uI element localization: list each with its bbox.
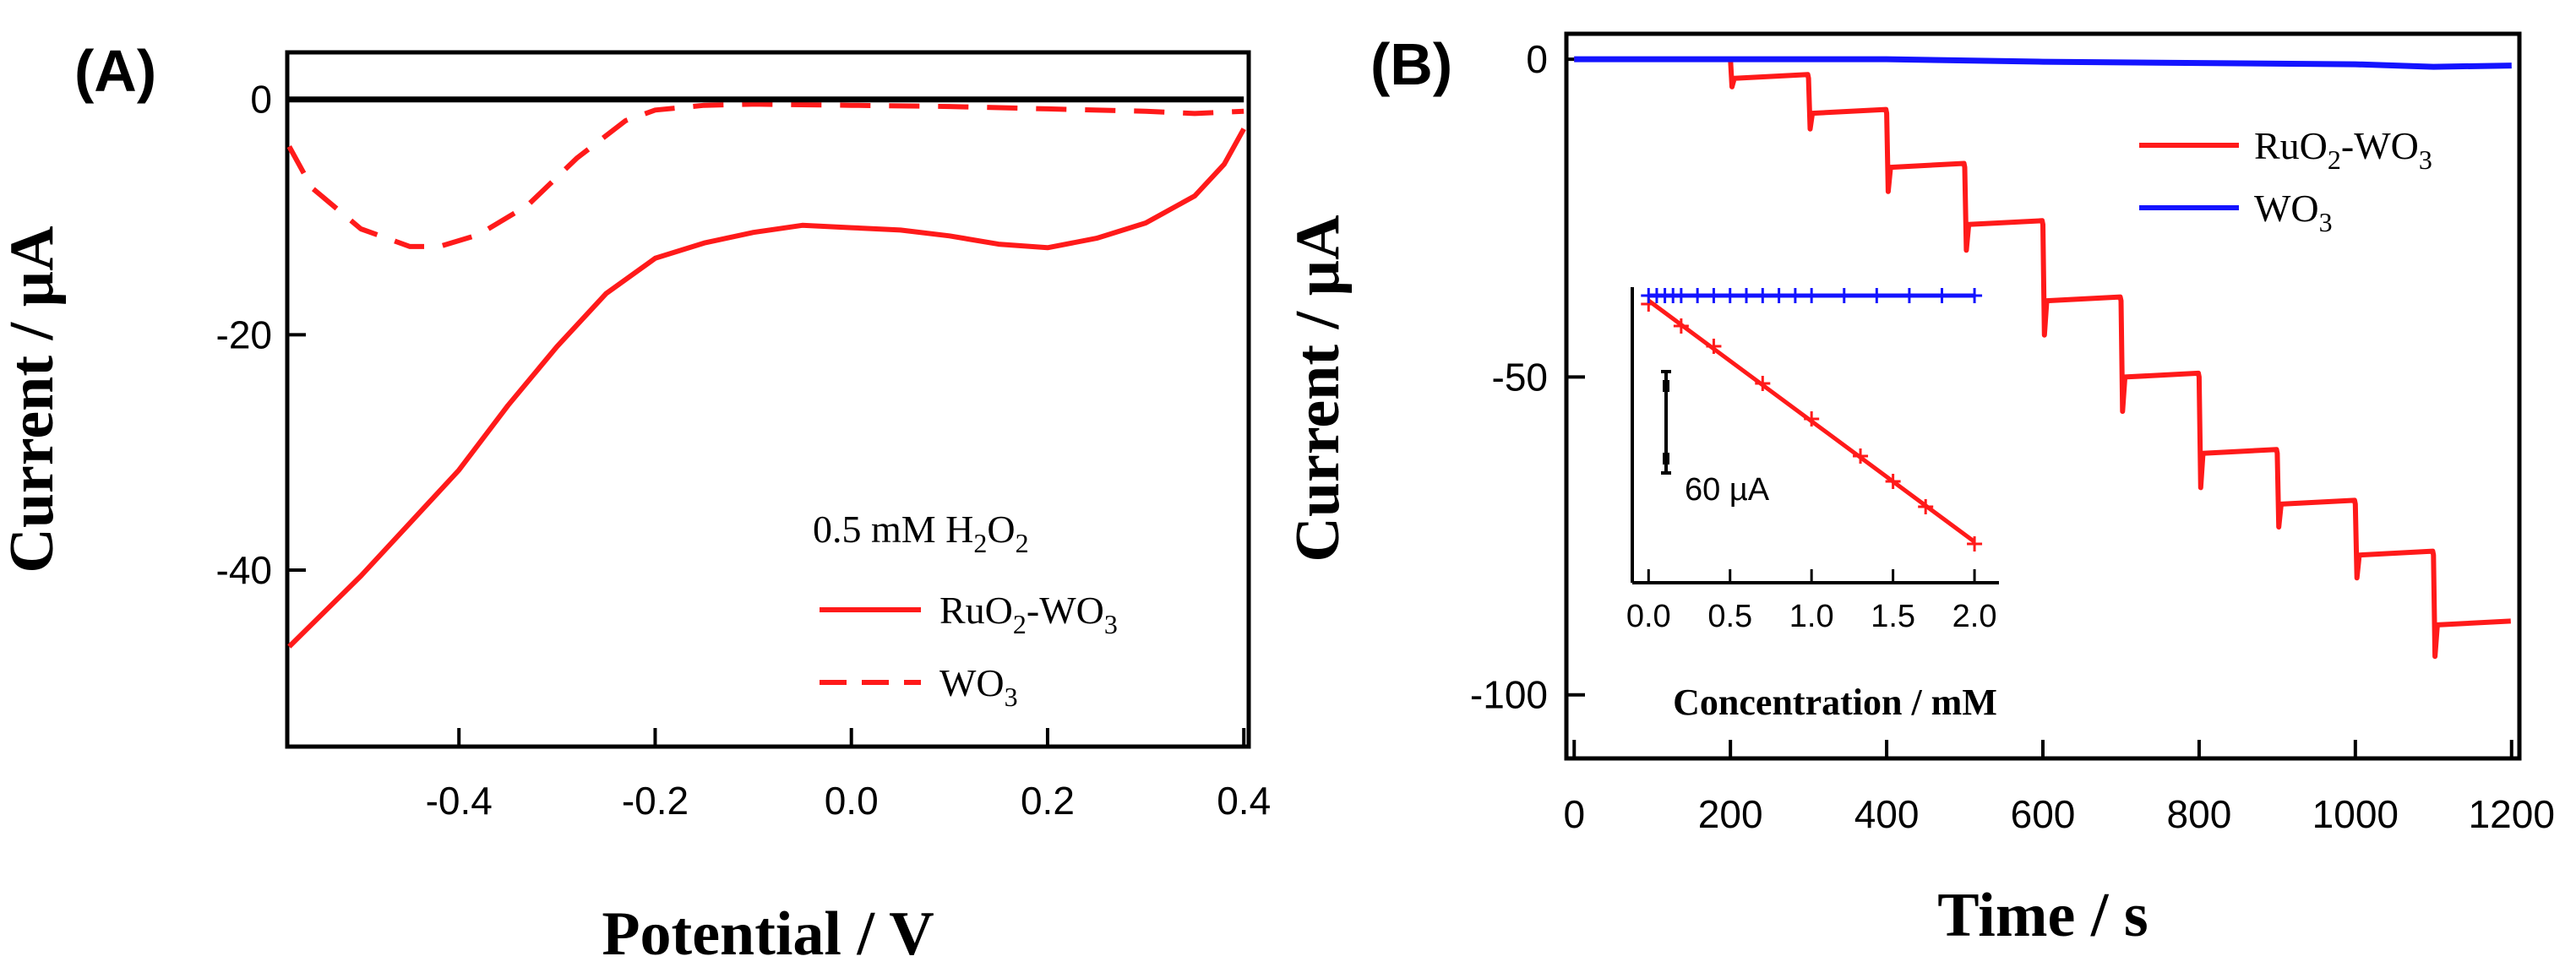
inset-point-ruo2-wo3 (1967, 536, 1983, 551)
panel-b-ylabel: Current / µA (1283, 215, 1353, 562)
inset-scale-bar-marker (1663, 380, 1669, 392)
inset-scale-bar-label: 60 µA (1685, 472, 1770, 508)
panel-a-series (286, 96, 1246, 649)
panel-b-xtick-label: 800 (2167, 792, 2232, 836)
inset-point-ruo2-wo3 (1804, 411, 1820, 427)
panel-b-xlabel: Time / s (1937, 881, 2148, 950)
inset-point-ruo2-wo3 (1755, 376, 1771, 391)
panel-b-ytick-label: 0 (1526, 37, 1548, 81)
inset-xtick-label: 2.0 (1952, 599, 1997, 634)
panel-a-frame (285, 50, 1251, 749)
inset-xtick-label: 1.0 (1789, 599, 1834, 634)
legend-label-b-ruo2-wo3: RuO2-WO3 (2254, 124, 2432, 175)
inset-point-ruo2-wo3 (1673, 318, 1689, 334)
panel-b-label: (B) (1370, 31, 1452, 97)
inset-point-wo3 (1869, 288, 1885, 303)
panel-b-ytick-label: -50 (1492, 355, 1548, 399)
inset-point-wo3 (1787, 288, 1803, 303)
panel-a-ytick-label: -40 (216, 548, 272, 592)
panel-b-inset: 0.0 0.5 1.0 1.5 2.0 Concentration / mM 6… (1626, 287, 1999, 723)
panel-a-xlabel: Potential / V (602, 899, 934, 969)
inset-point-wo3 (1836, 288, 1852, 303)
inset-point-ruo2-wo3 (1918, 499, 1934, 514)
panel-a-xtick-label: -0.2 (622, 779, 689, 823)
inset-xtick-label: 0.0 (1626, 599, 1671, 634)
panel-b-xtick-label: 0 (1563, 792, 1585, 836)
inset-point-wo3 (1673, 288, 1689, 303)
inset-scale-bar-marker (1663, 453, 1669, 465)
inset-point-wo3 (1706, 288, 1722, 303)
legend-label-b-wo3: WO3 (2254, 187, 2333, 237)
panel-b-xtick-label: 600 (2011, 792, 2076, 836)
legend-label-wo3: WO3 (939, 661, 1018, 712)
inset-point-wo3 (1934, 288, 1950, 303)
inset-xtick-label: 1.5 (1871, 599, 1915, 634)
panel-b: (B) 0 -50 -100 0 200 400 600 800 1000 12… (1283, 31, 2555, 950)
panel-b-series (1574, 56, 2512, 660)
panel-b-ytick-label: -100 (1470, 673, 1548, 717)
panel-a-ticks (287, 97, 1246, 747)
legend-label-ruo2-wo3: RuO2-WO3 (939, 589, 1118, 639)
series-line-ruo2-wo3 (287, 128, 1246, 649)
panel-a-label: (A) (74, 38, 156, 104)
inset-series (1641, 288, 1983, 551)
panel-a-ylabel: Current / µA (0, 225, 67, 573)
inset-xtick-label: 0.5 (1707, 599, 1752, 634)
panel-a-legend: 0.5 mM H2O2 RuO2-WO3 WO3 (813, 508, 1118, 712)
legend-title: 0.5 mM H2O2 (813, 508, 1029, 558)
panel-a-ytick-label: 0 (250, 78, 272, 122)
inset-point-wo3 (1804, 288, 1820, 303)
panel-a-xtick-label: -0.4 (426, 779, 493, 823)
panel-b-xtick-label: 200 (1698, 792, 1763, 836)
inset-point-wo3 (1967, 288, 1983, 303)
panel-a: (A) 0 -20 -40 -0.4 -0.2 0.0 0.2 0.4 Pote… (0, 38, 1271, 969)
panel-a-ytick-label: -20 (216, 312, 272, 356)
inset-point-wo3 (1722, 288, 1738, 303)
series-line-wo3-amperometric (1574, 56, 2512, 70)
series-line-wo3-dashed (286, 101, 1244, 249)
inset-point-wo3 (1739, 288, 1755, 303)
panel-b-legend: RuO2-WO3 WO3 (2139, 124, 2432, 237)
inset-point-ruo2-wo3 (1853, 448, 1869, 464)
inset-point-wo3 (1901, 288, 1917, 303)
inset-point-wo3 (1755, 288, 1771, 303)
panel-a-xtick-label: 0.0 (825, 779, 879, 823)
inset-point-wo3 (1771, 288, 1787, 303)
inset-point-wo3 (1690, 288, 1706, 303)
inset-axes (1631, 287, 1999, 584)
inset-ticks (1647, 569, 1976, 583)
series-line-ruo2-wo3-amperometric (1574, 57, 2511, 660)
panel-b-xtick-label: 400 (1854, 792, 1920, 836)
panel-a-xtick-label: 0.2 (1021, 779, 1075, 823)
panel-b-xtick-label: 1000 (2312, 792, 2399, 836)
inset-xlabel: Concentration / mM (1673, 682, 1997, 723)
panel-b-xtick-label: 1200 (2469, 792, 2555, 836)
inset-point-ruo2-wo3 (1885, 474, 1901, 489)
panel-a-xtick-label: 0.4 (1217, 779, 1271, 823)
inset-point-ruo2-wo3 (1706, 339, 1722, 354)
